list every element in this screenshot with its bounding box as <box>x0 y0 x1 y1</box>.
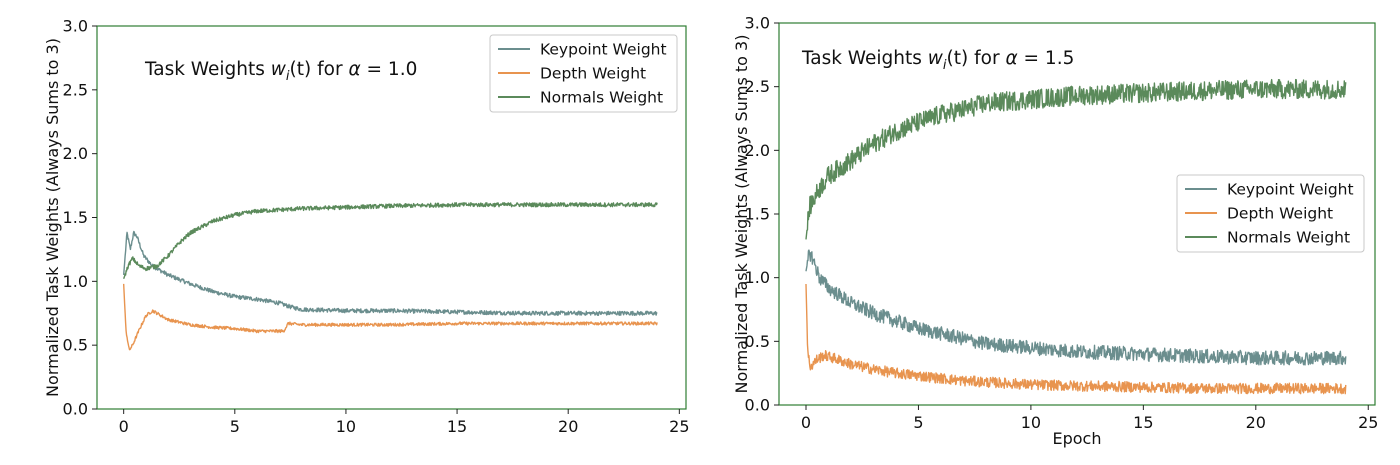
x-tick-label: 5 <box>230 417 240 436</box>
x-tick-label: 10 <box>1021 413 1041 432</box>
y-tick-label: 1.0 <box>745 268 770 287</box>
y-tick-label: 2.5 <box>63 80 88 99</box>
y-tick-label: 0.5 <box>63 336 88 355</box>
x-tick-label: 5 <box>913 413 923 432</box>
chart-alpha-1-0: 0.0 0.5 1.0 1.5 2.0 2.5 3.0 0 5 10 15 20 25 Normalize… <box>43 17 690 437</box>
series-line-depth-weight <box>122 283 658 351</box>
y-tick-label: 1.0 <box>63 272 88 291</box>
y-axis-label: Normalized Task Weights (Always Sums to … <box>732 35 751 394</box>
x-tick-label: 25 <box>669 417 689 436</box>
title-part: Task Weights <box>144 59 271 80</box>
title-part: i <box>286 69 290 84</box>
x-tick-label: 25 <box>1358 413 1378 432</box>
y-tick-label: 2.5 <box>745 77 770 96</box>
title-part: α <box>1005 48 1017 69</box>
chart-alpha-1-5: 0.0 0.5 1.0 1.5 2.0 2.5 3.0 0 5 10 15 20 25 Normalize… <box>732 14 1378 449</box>
y-tick-label: 2.0 <box>63 144 88 163</box>
title-part: (t) <box>947 48 969 69</box>
title-part: (t) <box>290 59 312 80</box>
chart-title: Task Weights wi(t) for α = 1.5 <box>801 48 1074 73</box>
series-line-keypoint-weight <box>805 249 1347 366</box>
y-tick-label: 1.5 <box>745 205 770 224</box>
x-axis-label: Epoch <box>1053 429 1102 448</box>
title-part: = 1.5 <box>1018 48 1075 69</box>
title-part: w <box>928 48 944 69</box>
title-part: for <box>968 48 1005 69</box>
legend-box <box>1176 174 1365 253</box>
x-tick-label: 0 <box>801 413 811 432</box>
x-tick-label: 20 <box>558 417 578 436</box>
x-tick-label: 10 <box>336 417 356 436</box>
title-part: w <box>271 59 287 80</box>
x-tick-label: 15 <box>1133 413 1153 432</box>
legend-entry: Depth Weight <box>540 65 646 83</box>
legend-entry: Normals Weight <box>1227 229 1350 247</box>
x-tick-label: 0 <box>119 417 129 436</box>
y-tick-label: 3.0 <box>745 14 770 33</box>
y-axis-label: Normalized Task Weights (Always Sums to … <box>43 38 62 397</box>
y-tick-label: 0.0 <box>745 396 770 415</box>
title-part: Task Weights <box>801 48 928 69</box>
legend-box <box>489 34 678 113</box>
title-part: α <box>348 59 360 80</box>
title-part: = 1.0 <box>361 59 418 80</box>
y-tick-label: 0.5 <box>745 332 770 351</box>
series-line-normals-weight <box>123 202 658 280</box>
legend-entry: Normals Weight <box>540 89 663 107</box>
series-line-depth-weight <box>805 284 1347 395</box>
y-tick-label: 1.5 <box>63 208 88 227</box>
y-tick-label: 0.0 <box>63 400 88 419</box>
title-part: for <box>311 59 348 80</box>
chart-title: Task Weights wi(t) for α = 1.0 <box>144 59 417 84</box>
legend-entry: Depth Weight <box>1227 205 1333 223</box>
series-line-keypoint-weight <box>122 230 658 316</box>
legend-entry: Keypoint Weight <box>1227 181 1354 199</box>
series-line-normals-weight <box>805 78 1347 240</box>
y-tick-label: 2.0 <box>745 141 770 160</box>
legend-entry: Keypoint Weight <box>540 41 667 59</box>
y-tick-label: 3.0 <box>63 17 88 36</box>
x-tick-label: 20 <box>1246 413 1266 432</box>
title-part: i <box>943 58 947 73</box>
x-tick-label: 15 <box>447 417 467 436</box>
